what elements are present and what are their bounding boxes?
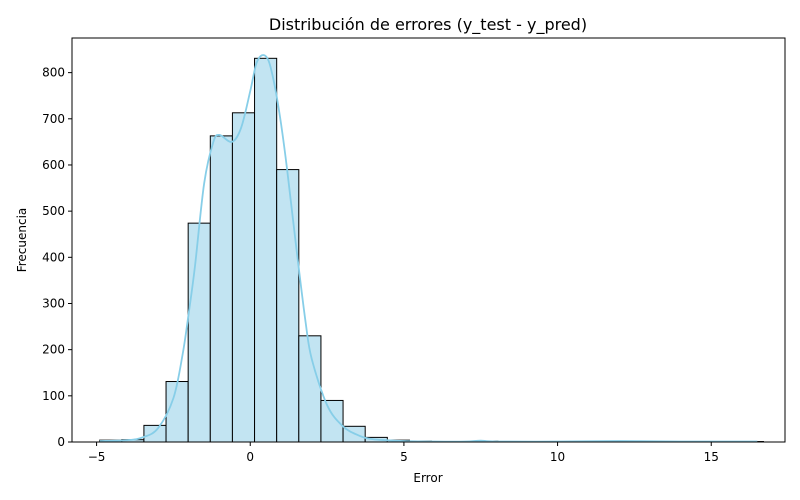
histogram-bar bbox=[209, 135, 233, 443]
y-tick-label: 300 bbox=[42, 296, 65, 310]
histogram-bar bbox=[320, 399, 344, 443]
y-tick-label: 700 bbox=[42, 112, 65, 126]
y-tick-label: 100 bbox=[42, 389, 65, 403]
y-tick-label: 600 bbox=[42, 158, 65, 172]
y-tick-label: 400 bbox=[42, 250, 65, 264]
x-axis-label: Error bbox=[413, 471, 442, 485]
x-tick-label: 10 bbox=[550, 450, 565, 464]
histogram-bar bbox=[187, 222, 211, 443]
histogram-bar bbox=[276, 169, 300, 443]
x-tick-label: 5 bbox=[400, 450, 408, 464]
y-axis-label: Frecuencia bbox=[15, 208, 29, 273]
plot-frame bbox=[71, 37, 786, 443]
histogram-bar bbox=[143, 424, 167, 443]
histogram-bar bbox=[254, 57, 278, 443]
y-tick-label: 200 bbox=[42, 343, 65, 357]
y-tick-label: 800 bbox=[42, 66, 65, 80]
y-tick-label: 500 bbox=[42, 204, 65, 218]
chart-title: Distribución de errores (y_test - y_pred… bbox=[269, 15, 587, 35]
histogram-bar bbox=[165, 381, 189, 443]
histogram-bar bbox=[231, 112, 256, 443]
histogram-bars bbox=[99, 57, 764, 443]
x-tick-label: −5 bbox=[88, 450, 106, 464]
x-tick-label: 0 bbox=[246, 450, 254, 464]
x-tick-label: 15 bbox=[704, 450, 719, 464]
y-tick-label: 0 bbox=[57, 435, 65, 449]
x-axis-ticks: −5 0 5 10 15 bbox=[88, 442, 719, 464]
kde-curve bbox=[99, 54, 758, 443]
y-axis-ticks: 0 100 200 300 400 500 600 700 800 bbox=[42, 66, 72, 449]
